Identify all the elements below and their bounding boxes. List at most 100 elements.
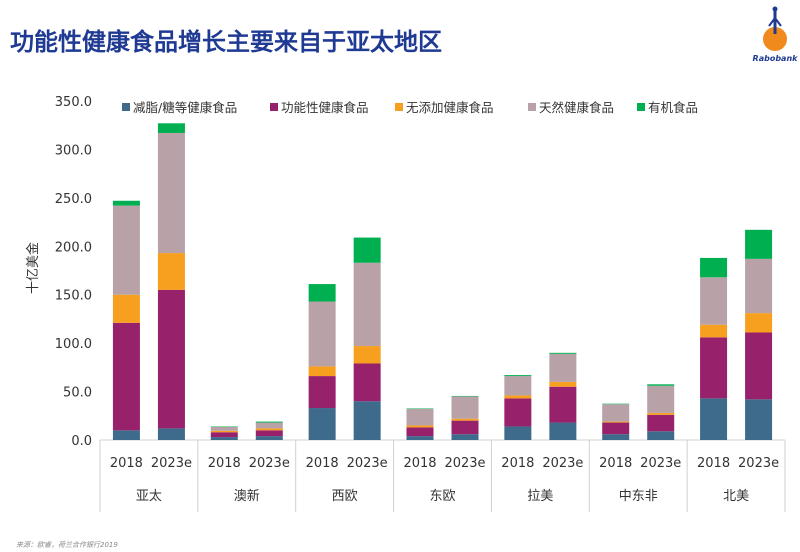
- slide-title: 功能性健康食品增长主要来自于亚太地区: [10, 28, 442, 56]
- bar-segment-4: [700, 277, 728, 325]
- x-year-label: 2018: [208, 456, 241, 471]
- y-tick-label: 250.0: [55, 192, 92, 207]
- bar-segment-5: [157, 123, 185, 133]
- legend-swatch: [528, 103, 536, 111]
- bar-segment-3: [308, 366, 336, 377]
- x-region-label: 北美: [723, 489, 749, 504]
- bar-segment-1: [745, 399, 773, 440]
- bar-segment-1: [255, 436, 283, 440]
- bar-segment-3: [112, 294, 140, 323]
- x-year-label: 2023e: [738, 456, 779, 471]
- bar-segment-1: [406, 436, 434, 440]
- bar-segment-5: [504, 375, 532, 377]
- bar-segment-1: [504, 426, 532, 440]
- bar-segment-5: [353, 237, 381, 263]
- x-region-label: 西欧: [332, 489, 358, 504]
- bar-segment-1: [210, 437, 238, 440]
- bar-segment-2: [308, 376, 336, 409]
- x-year-label: 2018: [697, 456, 730, 471]
- bar-segment-4: [308, 301, 336, 367]
- legend-label: 减脂/糖等健康食品: [133, 100, 237, 115]
- bar-segment-4: [157, 132, 185, 254]
- bar-segment-2: [745, 332, 773, 400]
- bar-segment-5: [745, 229, 773, 259]
- bar-segment-4: [745, 258, 773, 314]
- bar-segment-1: [647, 431, 675, 440]
- bar-segment-4: [112, 205, 140, 295]
- bar-segment-4: [353, 262, 381, 347]
- bar-segment-3: [549, 381, 577, 387]
- y-tick-label: 300.0: [55, 143, 92, 158]
- bar-segment-1: [549, 422, 577, 440]
- bar-segment-4: [255, 422, 283, 429]
- bar-segment-3: [406, 425, 434, 428]
- x-region-label: 中东非: [619, 489, 658, 504]
- bar-segment-3: [745, 313, 773, 333]
- bar-segment-2: [549, 386, 577, 423]
- legend-label: 天然健康食品: [539, 100, 614, 115]
- legend-label: 功能性健康食品: [281, 100, 369, 115]
- bar-segment-3: [700, 324, 728, 338]
- bar-segment-2: [647, 414, 675, 432]
- source-note: 来源：欧睿，荷兰合作银行2019: [16, 541, 118, 549]
- x-region-label: 拉美: [527, 489, 553, 504]
- legend-label: 无添加健康食品: [406, 100, 494, 115]
- bar-segment-4: [210, 426, 238, 431]
- x-year-label: 2023e: [347, 456, 388, 471]
- bar-segment-3: [255, 428, 283, 431]
- bar-segment-4: [406, 409, 434, 426]
- bar-segment-2: [700, 337, 728, 399]
- bar-segment-3: [602, 421, 630, 423]
- bar-segment-3: [451, 418, 479, 421]
- x-region-label: 东欧: [429, 489, 455, 504]
- x-region-label: 亚太: [136, 489, 162, 504]
- logo-icon: [763, 6, 787, 51]
- x-year-label: 2023e: [640, 456, 681, 471]
- bar-segment-2: [602, 422, 630, 435]
- y-tick-label: 350.0: [55, 95, 92, 110]
- bar-segment-2: [504, 398, 532, 427]
- bar-segment-1: [451, 434, 479, 440]
- y-tick-label: 200.0: [55, 240, 92, 255]
- bar-segment-5: [549, 352, 577, 354]
- bar-segment-5: [647, 384, 675, 386]
- bar-segment-1: [112, 430, 140, 440]
- y-tick-label: 0.0: [71, 434, 92, 449]
- bar-segment-2: [406, 427, 434, 437]
- bar-segment-1: [308, 408, 336, 440]
- bar-segment-5: [308, 284, 336, 302]
- y-axis-label: 十亿美金: [25, 242, 41, 294]
- bar-segment-4: [647, 385, 675, 413]
- bar-segment-3: [210, 430, 238, 433]
- bar-segment-5: [700, 257, 728, 278]
- legend-swatch: [270, 103, 278, 111]
- bar-segment-1: [602, 434, 630, 440]
- x-region-label: 澳新: [234, 488, 260, 504]
- bar-segment-3: [353, 346, 381, 364]
- bar-segment-4: [602, 404, 630, 422]
- x-year-label: 2018: [501, 456, 534, 471]
- y-tick-label: 50.0: [63, 386, 92, 401]
- bar-segment-1: [157, 428, 185, 440]
- y-tick-label: 150.0: [55, 289, 92, 304]
- x-year-label: 2023e: [444, 456, 485, 471]
- x-year-label: 2023e: [542, 456, 583, 471]
- legend-swatch: [122, 103, 130, 111]
- logo-text: Rabobank: [752, 54, 798, 63]
- bar-segment-3: [504, 395, 532, 399]
- x-year-label: 2018: [306, 456, 339, 471]
- bar-segment-1: [700, 398, 728, 440]
- rabobank-logo: Rabobank: [750, 4, 800, 64]
- bar-segment-2: [157, 289, 185, 429]
- legend-label: 有机食品: [648, 100, 698, 115]
- bar-segment-2: [112, 322, 140, 431]
- legend-swatch: [395, 103, 403, 111]
- x-year-label: 2023e: [249, 456, 290, 471]
- bar-segment-2: [353, 363, 381, 402]
- legend-swatch: [637, 103, 645, 111]
- bar-segment-5: [255, 421, 283, 423]
- bar-segment-4: [549, 353, 577, 382]
- x-year-label: 2018: [599, 456, 632, 471]
- bar-segment-2: [210, 432, 238, 438]
